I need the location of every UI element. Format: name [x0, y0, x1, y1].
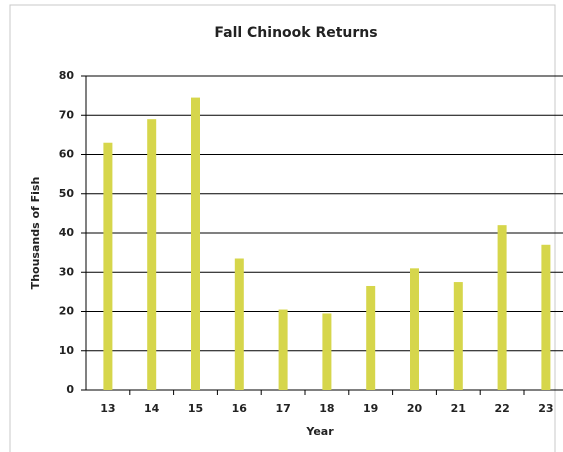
- y-tick-label: 50: [59, 187, 75, 200]
- x-tick-label: 22: [494, 402, 509, 415]
- y-tick-label: 40: [59, 226, 75, 239]
- x-tick-label: 18: [319, 402, 334, 415]
- y-tick-label: 80: [59, 69, 75, 82]
- bar: [103, 142, 113, 390]
- bar: [234, 258, 244, 390]
- bar: [278, 309, 288, 390]
- chart-border: [9, 4, 556, 452]
- y-tick-label: 0: [66, 383, 74, 396]
- bar: [366, 285, 376, 390]
- x-tick-label: 19: [363, 402, 378, 415]
- bar: [147, 119, 157, 391]
- bar: [410, 268, 419, 390]
- x-tick-label: 20: [407, 402, 423, 415]
- bar: [191, 97, 200, 391]
- x-tick-label: 17: [275, 402, 290, 415]
- bar: [322, 313, 332, 390]
- bar: [541, 244, 551, 390]
- x-tick-label: 21: [451, 402, 466, 415]
- x-tick-label: 15: [188, 402, 203, 415]
- x-axis-label: Year: [305, 425, 334, 438]
- y-tick-label: 70: [59, 108, 75, 121]
- y-tick-label: 30: [59, 265, 75, 278]
- y-tick-label: 10: [59, 344, 75, 357]
- y-tick-label: 60: [59, 148, 75, 161]
- x-tick-label: 13: [100, 402, 115, 415]
- y-tick-label: 20: [59, 305, 75, 318]
- x-tick-label: 16: [232, 402, 248, 415]
- chart-title: Fall Chinook Returns: [214, 25, 377, 41]
- x-tick-label: 14: [144, 402, 160, 415]
- bar: [453, 282, 463, 390]
- bar: [497, 225, 507, 390]
- y-axis-label: Thousands of Fish: [29, 177, 42, 290]
- x-tick-label: 23: [538, 402, 553, 415]
